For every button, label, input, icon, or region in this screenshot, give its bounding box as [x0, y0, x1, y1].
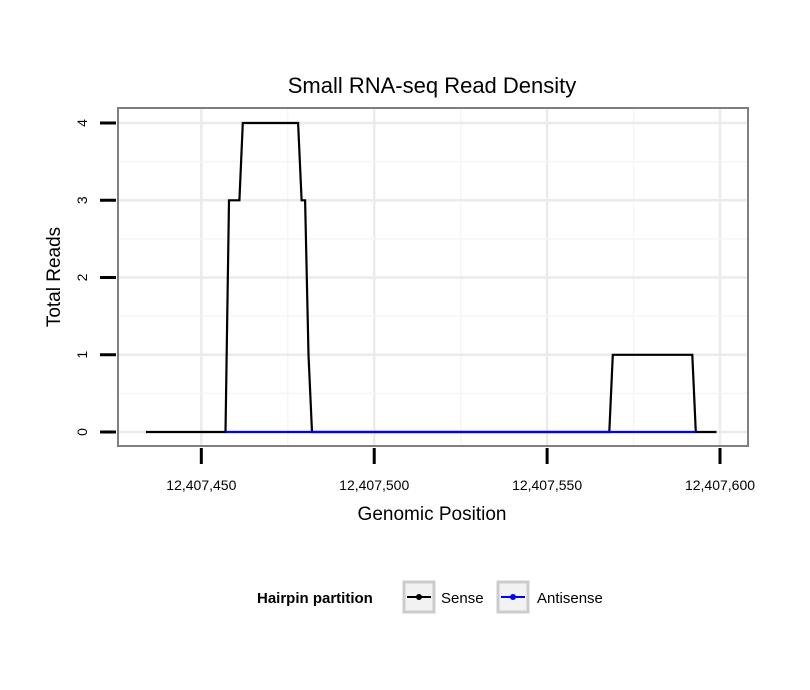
- grid: [118, 108, 748, 446]
- legend-sense-point: [416, 594, 422, 600]
- x-tick-label: 12,407,550: [512, 477, 582, 493]
- y-tick-label: 0: [74, 428, 90, 436]
- chart-title: Small RNA-seq Read Density: [288, 73, 577, 98]
- x-tick-label: 12,407,500: [339, 477, 409, 493]
- plot-panel-border: [117, 107, 749, 447]
- legend: Hairpin partition Sense Antisense: [257, 580, 603, 614]
- legend-antisense-point: [510, 594, 516, 600]
- y-tick-label: 3: [74, 196, 90, 204]
- legend-title: Hairpin partition: [257, 590, 373, 607]
- legend-key-antisense: [496, 580, 530, 614]
- y-tick-label: 4: [74, 119, 90, 127]
- x-axis: 12,407,450 12,407,500 12,407,550 12,407,600: [166, 448, 755, 493]
- series-layer: [146, 121, 717, 434]
- legend-label-antisense: Antisense: [537, 590, 603, 607]
- y-tick-label: 2: [74, 273, 90, 281]
- x-tick-label: 12,407,600: [685, 477, 755, 493]
- series-line-sense: [146, 121, 717, 434]
- x-axis-label: Genomic Position: [358, 504, 507, 525]
- y-axis-label: Total Reads: [44, 227, 65, 327]
- y-tick-label: 1: [74, 351, 90, 359]
- legend-label-sense: Sense: [441, 590, 484, 607]
- x-tick-label: 12,407,450: [166, 477, 236, 493]
- y-axis: 0 1 2 3 4: [74, 119, 116, 436]
